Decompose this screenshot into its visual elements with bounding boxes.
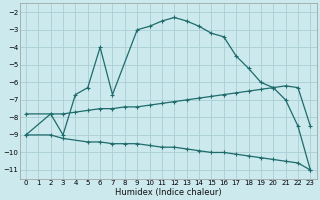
X-axis label: Humidex (Indice chaleur): Humidex (Indice chaleur)	[115, 188, 221, 197]
